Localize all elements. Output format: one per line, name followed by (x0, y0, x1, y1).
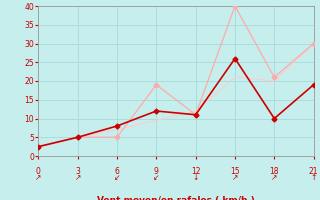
Text: ↑: ↑ (310, 173, 317, 182)
Text: ↗: ↗ (271, 173, 277, 182)
Text: ↗: ↗ (232, 173, 238, 182)
Text: ↗: ↗ (35, 173, 42, 182)
X-axis label: Vent moyen/en rafales ( km/h ): Vent moyen/en rafales ( km/h ) (97, 196, 255, 200)
Text: ↙: ↙ (114, 173, 120, 182)
Text: ↙: ↙ (153, 173, 160, 182)
Text: ↗: ↗ (75, 173, 81, 182)
Text: ↓: ↓ (192, 173, 199, 182)
